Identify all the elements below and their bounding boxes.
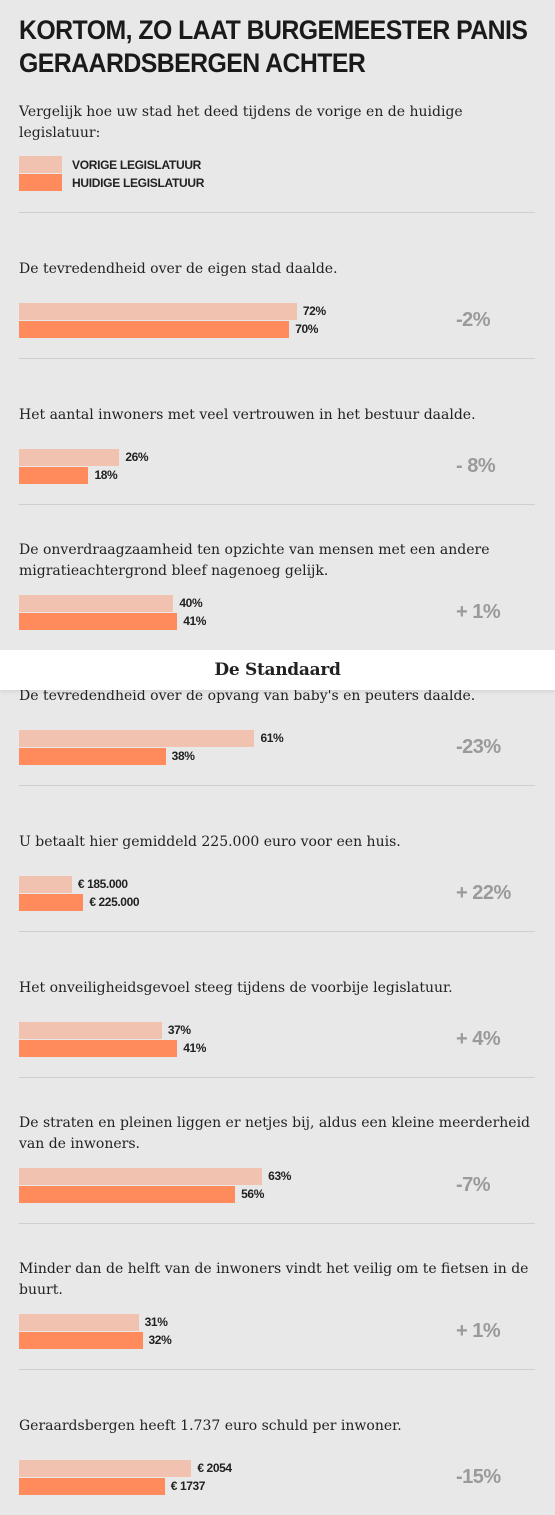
bar-group: 40% 41% + 1% [19, 595, 535, 630]
bar [19, 1332, 143, 1349]
change-label: + 1% [456, 601, 501, 623]
chart-item: Het onveiligheidsgevoel steeg tijdens de… [19, 932, 535, 1078]
bar-group: 37% 41% + 4% [19, 1022, 535, 1057]
value-label: 41% [183, 614, 207, 628]
chart-title: Het aantal inwoners met veel vertrouwen … [19, 406, 476, 423]
value-label: € 2054 [197, 1461, 232, 1475]
bar-group: 61% 38% -23% [19, 730, 535, 765]
value-label: € 225.000 [89, 895, 140, 909]
chart-item: Minder dan de helft van de inwoners vind… [19, 1224, 535, 1370]
legend: Vorige legislatuur Huidige legislatuur [19, 156, 535, 213]
bar [19, 595, 174, 612]
value-label: 38% [171, 749, 195, 763]
bar-group: € 2054 € 1737 -15% [19, 1460, 535, 1495]
chart-item: Het aantal inwoners met veel vertrouwen … [19, 359, 535, 505]
bar [19, 1040, 178, 1057]
bar [19, 876, 72, 893]
legend-entry: Vorige legislatuur [19, 156, 535, 173]
chart-item: U betaalt hier gemiddeld 225.000 euro vo… [19, 786, 535, 932]
bar [19, 303, 297, 320]
chart-title: U betaalt hier gemiddeld 225.000 euro vo… [19, 833, 401, 850]
bar [19, 613, 178, 630]
chart-item: De tevredendheid over de opvang van baby… [19, 640, 535, 786]
value-label: 70% [295, 322, 319, 336]
value-label: 63% [268, 1169, 291, 1183]
chart-title: De tevredendheid over de opvang van baby… [19, 687, 476, 704]
value-label: 41% [183, 1041, 207, 1055]
bar [19, 321, 290, 338]
intro: Vergelijk hoe uw stad het deed tijdens d… [19, 104, 463, 141]
value-label: 61% [260, 731, 284, 745]
value-label: 31% [144, 1315, 168, 1329]
value-label: 32% [148, 1333, 172, 1347]
bar-group: 72% 70% -2% [19, 303, 535, 338]
bar-group: 63% 56% -7% [19, 1168, 535, 1203]
bar [19, 467, 89, 484]
bar [19, 748, 166, 765]
bar [19, 894, 84, 911]
bar [19, 1022, 162, 1039]
value-label: 26% [125, 450, 149, 464]
bar [19, 449, 120, 466]
bar [19, 1460, 192, 1477]
value-label: 56% [241, 1187, 264, 1201]
value-label: 72% [302, 304, 326, 318]
value-label: € 185.000 [77, 877, 128, 891]
bar-group: 31% 32% + 1% [19, 1314, 535, 1349]
chart-title: Minder dan de helft van de inwoners vind… [19, 1261, 529, 1298]
chart-item: De straten en pleinen liggen er netjes b… [19, 1078, 535, 1224]
change-label: -23% [456, 736, 501, 758]
chart-item: De tevredendheid over de eigen stad daal… [19, 213, 535, 359]
legend-swatch [19, 174, 62, 191]
change-label: - 8% [456, 455, 496, 477]
bar-group: € 185.000 € 225.000 + 22% [19, 876, 535, 911]
legend-entry: Huidige legislatuur [19, 174, 535, 191]
chart-item: Geraardsbergen heeft 1.737 euro schuld p… [19, 1370, 535, 1515]
chart-title: De onverdraagzaamheid ten opzichte van m… [19, 542, 490, 579]
legend-label: Huidige legislatuur [72, 175, 205, 190]
change-label: -7% [456, 1174, 491, 1196]
chart-title: Het onveiligheidsgevoel steeg tijdens de… [19, 979, 453, 996]
bar [19, 1314, 139, 1331]
change-label: + 22% [456, 882, 511, 904]
title: Kortom, zo laat burgemeester Panis Geraa… [19, 15, 528, 78]
bar [19, 1186, 236, 1203]
bar-group: 26% 18% - 8% [19, 449, 535, 484]
change-label: -15% [456, 1466, 501, 1488]
chart-title: De tevredendheid over de eigen stad daal… [19, 260, 338, 277]
legend-label: Vorige legislatuur [72, 157, 202, 172]
chart-title: Geraardsbergen heeft 1.737 euro schuld p… [19, 1417, 402, 1434]
value-label: 18% [94, 468, 118, 482]
change-label: + 4% [456, 1028, 501, 1050]
value-label: 40% [179, 596, 203, 610]
chart-title: De straten en pleinen liggen er netjes b… [19, 1115, 531, 1152]
value-label: € 1737 [170, 1479, 206, 1493]
charts: De tevredendheid over de eigen stad daal… [0, 213, 555, 1515]
bar [19, 1478, 165, 1495]
brand-banner: De Standaard [0, 650, 555, 690]
change-label: -2% [456, 309, 491, 331]
legend-swatch [19, 156, 62, 173]
bar [19, 730, 255, 747]
chart-item: De onverdraagzaamheid ten opzichte van m… [19, 505, 535, 650]
bar [19, 1168, 263, 1185]
change-label: + 1% [456, 1320, 501, 1342]
value-label: 37% [167, 1023, 191, 1037]
